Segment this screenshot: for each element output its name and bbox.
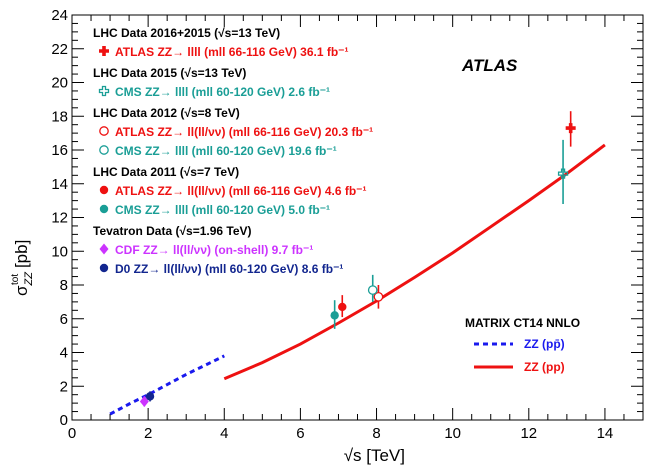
y-tick-label: 12 [51, 210, 68, 227]
y-tick-label: 22 [51, 41, 68, 58]
x-axis-label: √s [TeV] [344, 446, 405, 465]
x-tick-label: 6 [296, 425, 304, 442]
legend-group-header: LHC Data 2011 (√s=7 TeV) [93, 165, 239, 179]
y-tick-label: 18 [51, 108, 68, 125]
pp-theory-curve [223, 143, 606, 381]
legend-group-header: Tevatron Data (√s=1.96 TeV) [93, 224, 252, 238]
y-axis-label-sup: tot [10, 274, 21, 285]
data-point-marker [367, 285, 378, 295]
legend-group-header: LHC Data 2012 (√s=8 TeV) [93, 106, 240, 120]
data-point-marker [565, 123, 576, 134]
data-point-marker [557, 168, 569, 179]
y-axis-label-main: σ [12, 285, 31, 296]
y-tick-label: 16 [51, 142, 68, 159]
atlas-annotation: ATLAS [461, 56, 518, 75]
x-tick-label: 4 [220, 425, 228, 442]
theory-legend-label: ZZ (pp) [524, 360, 565, 374]
legend-group-header: LHC Data 2015 (√s=13 TeV) [93, 66, 246, 80]
y-tick-label: 14 [51, 176, 68, 193]
ppbar-theory-curve [109, 354, 225, 416]
y-axis-label-sub: ZZ [23, 271, 35, 287]
legend-entry-label: CMS ZZ→ llll (mll 60-120 GeV) 2.6 fb⁻¹ [115, 85, 330, 99]
y-tick-label: 10 [51, 243, 68, 260]
y-axis-label: σZZ [pb] tot [10, 240, 35, 296]
x-tick-label: 0 [68, 425, 76, 442]
data-point-marker [145, 392, 155, 401]
legend-group-header: LHC Data 2016+2015 (√s=13 TeV) [93, 26, 280, 40]
y-tick-label: 8 [60, 277, 68, 294]
y-tick-label: 4 [60, 345, 68, 362]
legend-marker [99, 46, 109, 56]
data-point-marker [373, 291, 384, 302]
y-axis-label-unit: [pb] [12, 240, 31, 268]
y-tick-label: 6 [60, 311, 68, 328]
data-legend: LHC Data 2016+2015 (√s=13 TeV) ATLAS ZZ→ … [93, 26, 373, 276]
data-points [139, 111, 576, 407]
y-tick-label: 0 [60, 412, 68, 429]
theory-curves [109, 143, 606, 416]
legend-entry-label: CMS ZZ→ llll (mll 60-120 GeV) 5.0 fb⁻¹ [115, 203, 330, 217]
x-tick-label: 12 [520, 425, 537, 442]
theory-legend-header: MATRIX CT14 NNLO [465, 316, 580, 330]
x-tick-label: 10 [444, 425, 461, 442]
theory-legend-label: ZZ (pp̄) [524, 337, 565, 351]
legend-marker [99, 263, 109, 273]
legend-entry-label: ATLAS ZZ→ llll (mll 66-116 GeV) 36.1 fb⁻… [115, 45, 349, 59]
legend-marker [99, 185, 109, 195]
x-tick-label: 8 [372, 425, 380, 442]
legend-marker [98, 85, 110, 97]
legend-entry-label: D0 ZZ→ ll(ll/νν) (mll 60-120 GeV) 8.6 fb… [115, 262, 343, 276]
legend-entry-label: CMS ZZ→ llll (mll 60-120 GeV) 19.6 fb⁻¹ [115, 144, 337, 158]
legend-entry-label: ATLAS ZZ→ ll(ll/νν) (mll 66-116 GeV) 20.… [115, 125, 373, 139]
legend-marker [99, 126, 109, 136]
legend-marker [99, 204, 109, 214]
y-tick-label: 2 [60, 378, 68, 395]
y-tick-label: 20 [51, 75, 68, 92]
data-point-marker [330, 311, 339, 320]
data-point-marker [338, 302, 347, 312]
svg-text:σZZ[pb]: σZZ [pb] [12, 240, 35, 296]
legend-entry-label: ATLAS ZZ→ ll(ll/νν) (mll 66-116 GeV) 4.6… [115, 184, 367, 198]
x-tick-label: 2 [144, 425, 152, 442]
legend-entry-label: CDF ZZ→ ll(ll/νν) (on-shell) 9.7 fb⁻¹ [115, 243, 313, 257]
legend-marker [99, 145, 109, 155]
theory-legend: MATRIX CT14 NNLO ZZ (pp̄) ZZ (pp) [465, 316, 580, 374]
legend-marker [99, 243, 109, 255]
x-tick-label: 14 [597, 425, 614, 442]
y-tick-label: 24 [51, 7, 68, 24]
